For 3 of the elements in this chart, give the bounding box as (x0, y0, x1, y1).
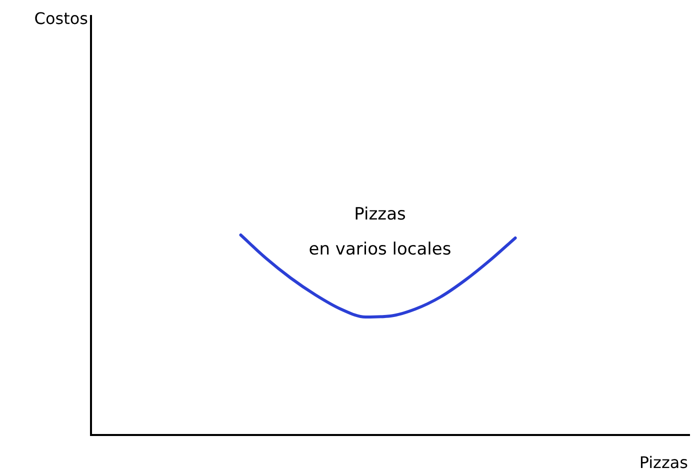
text: Costos (34, 9, 88, 28)
annotation: Pizzas en varios locales (308, 204, 452, 260)
x-axis-title: Pizzas (639, 453, 688, 472)
